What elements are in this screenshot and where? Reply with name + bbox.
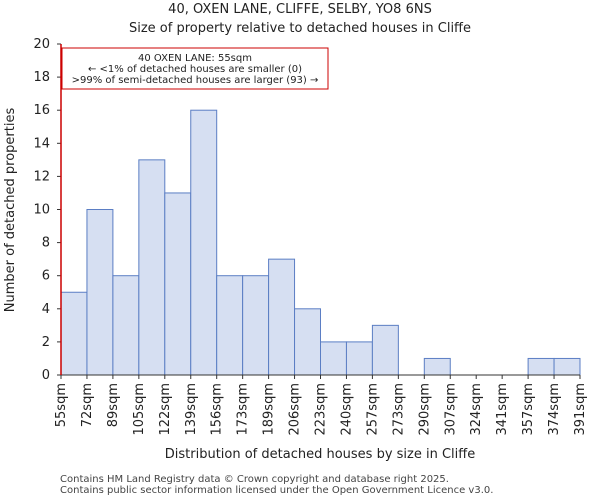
x-tick-label-341sqm: 341sqm <box>495 383 510 436</box>
bar-240sqm <box>345 341 373 376</box>
y-tick-label-12: 12 <box>33 169 50 184</box>
bar-223sqm <box>320 341 347 376</box>
x-tick-label-189sqm: 189sqm <box>262 383 277 436</box>
bar-156sqm <box>216 275 244 376</box>
annotation-line-1: 40 OXEN LANE: 55sqm <box>138 53 252 64</box>
footer-copyright: Contains HM Land Registry data © Crown c… <box>60 474 449 485</box>
bar-206sqm <box>294 308 321 376</box>
x-tick-label-206sqm: 206sqm <box>288 383 303 436</box>
annotation-line-3: >99% of semi-detached houses are larger … <box>72 75 319 86</box>
bar-72sqm <box>86 209 114 376</box>
y-axis-title: Number of detached properties <box>3 108 18 313</box>
bar-357sqm <box>527 357 555 376</box>
bar-257sqm <box>371 324 399 376</box>
x-tick-label-307sqm: 307sqm <box>443 383 458 436</box>
bar-290sqm <box>423 357 451 376</box>
y-tick-label-2: 2 <box>42 335 50 350</box>
y-tick-label-8: 8 <box>42 236 50 251</box>
y-tick-label-6: 6 <box>42 269 50 284</box>
bar-173sqm <box>242 275 270 376</box>
x-tick-label-223sqm: 223sqm <box>314 383 329 436</box>
y-tick-label-18: 18 <box>33 70 50 85</box>
x-tick-label-173sqm: 173sqm <box>236 383 251 436</box>
bar-374sqm <box>553 357 581 376</box>
annotation-box <box>61 47 329 90</box>
bar-189sqm <box>268 258 296 376</box>
chart-subtitle: Size of property relative to detached ho… <box>128 21 472 36</box>
x-tick-label-156sqm: 156sqm <box>210 383 225 436</box>
x-tick-label-105sqm: 105sqm <box>132 383 147 436</box>
x-tick-label-290sqm: 290sqm <box>417 383 432 436</box>
x-tick-label-273sqm: 273sqm <box>391 383 406 436</box>
annotation-line-2: ← <1% of detached houses are smaller (0) <box>88 64 302 75</box>
bar-55sqm <box>60 291 88 376</box>
x-tick-label-357sqm: 357sqm <box>521 383 536 436</box>
bar-122sqm <box>164 192 192 376</box>
y-tick-label-20: 20 <box>33 37 50 52</box>
x-tick-label-324sqm: 324sqm <box>469 383 484 436</box>
bar-89sqm <box>112 275 140 376</box>
x-tick-label-257sqm: 257sqm <box>365 383 380 436</box>
y-tick-label-14: 14 <box>33 136 50 151</box>
x-tick-label-122sqm: 122sqm <box>158 383 173 436</box>
x-tick-label-391sqm: 391sqm <box>573 383 588 436</box>
y-tick-label-0: 0 <box>42 368 50 383</box>
x-tick-label-139sqm: 139sqm <box>184 383 199 436</box>
footer-licence: Contains public sector information licen… <box>60 485 494 496</box>
bar-139sqm <box>190 109 218 376</box>
x-axis-title: Distribution of detached houses by size … <box>165 447 475 462</box>
chart-title: 40, OXEN LANE, CLIFFE, SELBY, YO8 6NS <box>168 2 432 17</box>
y-tick-label-10: 10 <box>33 203 50 218</box>
bar-105sqm <box>138 159 166 376</box>
y-tick-label-16: 16 <box>33 103 50 118</box>
y-tick-label-4: 4 <box>42 302 50 317</box>
x-tick-label-89sqm: 89sqm <box>106 383 121 427</box>
x-tick-label-374sqm: 374sqm <box>547 383 562 436</box>
x-tick-label-72sqm: 72sqm <box>80 383 95 427</box>
x-tick-label-55sqm: 55sqm <box>54 383 69 427</box>
x-tick-label-240sqm: 240sqm <box>339 383 354 436</box>
